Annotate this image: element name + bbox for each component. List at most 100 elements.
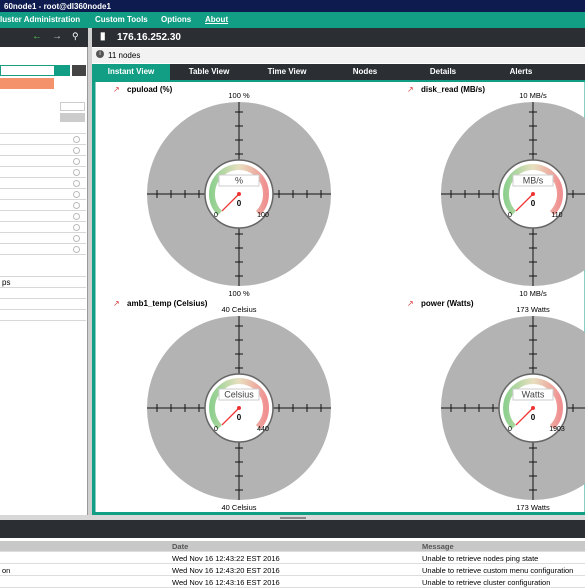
gauge-title: cpuload (%)	[127, 85, 173, 94]
tab[interactable]: Table View	[170, 64, 248, 80]
gauge-icon: ↗	[407, 299, 414, 308]
tree-row	[0, 156, 86, 167]
gauge-max: 1903	[549, 426, 565, 433]
gauge-panel: ↗ cpuload (%) 100 % 100 %% 0 100 0 ↗ disk_read (…	[92, 80, 585, 516]
log-source: on	[2, 565, 10, 576]
scale-top: 173 Watts	[516, 305, 550, 314]
window-title: 60node1 - root@dl360node1	[4, 2, 111, 11]
gauge-unit: %	[235, 176, 243, 186]
scale-bottom: 100 %	[228, 289, 250, 298]
tab[interactable]: Time View	[248, 64, 326, 80]
tree-row: ps	[0, 277, 86, 288]
needle-hub	[531, 192, 535, 196]
filter-button[interactable]	[72, 65, 86, 76]
search-button[interactable]: ⚲	[72, 31, 79, 42]
scale-top: 40 Celsius	[221, 305, 256, 314]
column-header[interactable]: Date	[172, 541, 188, 552]
gauge-unit: Watts	[522, 390, 545, 400]
tree-row	[0, 145, 86, 156]
tree-row	[0, 266, 86, 277]
address-bar: ▮ 176.16.252.30	[92, 28, 585, 47]
tree-row	[0, 134, 86, 145]
row-icon	[73, 202, 80, 209]
input[interactable]	[60, 102, 85, 111]
log-row: on Wed Nov 16 12:43:20 EST 2016 Unable to …	[0, 565, 585, 576]
row-icon	[73, 136, 80, 143]
tree-label: ps	[2, 278, 10, 287]
scale-top: 100 %	[228, 91, 250, 100]
forward-button[interactable]: →	[52, 31, 62, 42]
info-row: i 11 nodes	[92, 48, 585, 63]
menu-item[interactable]: About	[205, 15, 228, 24]
row-icon	[73, 180, 80, 187]
tree-row	[0, 299, 86, 310]
gauge-icon: ↗	[113, 299, 120, 308]
input	[60, 113, 85, 122]
left-panel: ps	[0, 47, 88, 515]
tree-row	[0, 310, 86, 321]
tree-row	[0, 167, 86, 178]
gauge-min: 0	[508, 426, 512, 433]
log-date: Wed Nov 16 12:43:22 EST 2016	[172, 553, 280, 564]
row-icon	[73, 235, 80, 242]
selection-bar	[0, 78, 54, 89]
tree-row	[0, 233, 86, 244]
gauge-max: 100	[257, 212, 269, 219]
log-header	[0, 520, 585, 538]
node-count: 11 nodes	[108, 51, 140, 60]
log-date: Wed Nov 16 12:43:20 EST 2016	[172, 565, 280, 576]
tab[interactable]: Alerts	[482, 64, 560, 80]
gauge-min: 0	[508, 212, 512, 219]
row-icon	[73, 213, 80, 220]
row-icon	[73, 147, 80, 154]
menu-bar: luster Administration Custom Tools Optio…	[0, 12, 585, 28]
row-icon	[73, 158, 80, 165]
menu-item[interactable]: Custom Tools	[95, 15, 148, 24]
row-icon	[73, 246, 80, 253]
tab[interactable]: Nodes	[326, 64, 404, 80]
row-icon	[73, 191, 80, 198]
column-header[interactable]: Message	[422, 541, 454, 552]
row-icon	[73, 169, 80, 176]
scale-bottom: 173 Watts	[516, 503, 550, 512]
tree-row	[0, 200, 86, 211]
tree-row	[0, 189, 86, 200]
tree-row	[0, 288, 86, 299]
needle-hub	[237, 406, 241, 410]
gauge-title: disk_read (MB/s)	[421, 85, 485, 94]
tree-row	[0, 222, 86, 233]
menu-item[interactable]: Options	[161, 15, 191, 24]
dropdown-button[interactable]	[54, 65, 70, 76]
log-table: Date Message Wed Nov 16 12:43:22 EST 201…	[0, 541, 585, 585]
node-icon: ▮	[100, 31, 106, 42]
log-message: Unable to retrieve nodes ping state	[422, 553, 538, 564]
gauge-icon: ↗	[407, 85, 414, 94]
scale-bottom: 10 MB/s	[519, 289, 547, 298]
tree-row	[0, 211, 86, 222]
title-bar: 60node1 - root@dl360node1	[0, 0, 585, 12]
tab[interactable]: Details	[404, 64, 482, 80]
left-toolbar: ← → ⚲	[0, 28, 88, 47]
log-message: Unable to retrieve cluster configuration	[422, 577, 550, 588]
gauge-title: power (Watts)	[421, 299, 474, 308]
tree-row	[0, 123, 86, 134]
gauge-icon: ↗	[113, 85, 120, 94]
log-message: Unable to retrieve custom menu configura…	[422, 565, 573, 576]
tab[interactable]: Instant View	[92, 64, 170, 80]
gauge-max: 110	[551, 212, 562, 219]
tree-row	[0, 178, 86, 189]
gauge-value: 0	[237, 199, 242, 208]
gauge-min: 0	[214, 426, 218, 433]
gauge-title: amb1_temp (Celsius)	[127, 299, 208, 308]
scale-bottom: 40 Celsius	[221, 503, 256, 512]
needle-hub	[237, 192, 241, 196]
gauge-min: 0	[214, 212, 218, 219]
info-icon: i	[96, 50, 104, 58]
back-button[interactable]: ←	[32, 31, 42, 42]
menu-item[interactable]: luster Administration	[0, 15, 80, 24]
log-columns: Date Message	[0, 541, 585, 552]
tree	[0, 123, 88, 323]
